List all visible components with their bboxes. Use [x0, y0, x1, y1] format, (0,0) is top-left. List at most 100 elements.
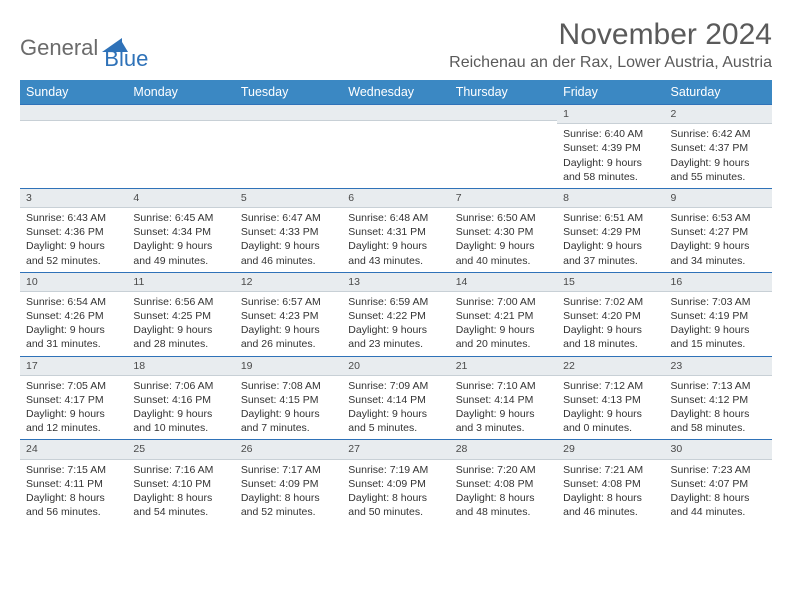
daylight-text: and 44 minutes. [671, 505, 766, 519]
calendar-cell: 8Sunrise: 6:51 AMSunset: 4:29 PMDaylight… [557, 188, 664, 272]
sunrise-text: Sunrise: 7:02 AM [563, 295, 658, 309]
day-details: Sunrise: 6:43 AMSunset: 4:36 PMDaylight:… [20, 208, 127, 272]
day-number: 13 [342, 272, 449, 292]
day-number: 18 [127, 356, 234, 376]
sunset-text: Sunset: 4:27 PM [671, 225, 766, 239]
weekday-header: Saturday [665, 80, 772, 104]
daylight-text: Daylight: 9 hours [26, 323, 121, 337]
calendar-cell: 18Sunrise: 7:06 AMSunset: 4:16 PMDayligh… [127, 356, 234, 440]
sunrise-text: Sunrise: 7:05 AM [26, 379, 121, 393]
day-details: Sunrise: 6:40 AMSunset: 4:39 PMDaylight:… [557, 124, 664, 188]
sunset-text: Sunset: 4:37 PM [671, 141, 766, 155]
sunrise-text: Sunrise: 7:08 AM [241, 379, 336, 393]
sunrise-text: Sunrise: 7:10 AM [456, 379, 551, 393]
sunset-text: Sunset: 4:31 PM [348, 225, 443, 239]
sunset-text: Sunset: 4:09 PM [348, 477, 443, 491]
sunset-text: Sunset: 4:16 PM [133, 393, 228, 407]
day-details: Sunrise: 6:48 AMSunset: 4:31 PMDaylight:… [342, 208, 449, 272]
daylight-text: Daylight: 9 hours [671, 239, 766, 253]
calendar-cell: 24Sunrise: 7:15 AMSunset: 4:11 PMDayligh… [20, 439, 127, 523]
weekday-header: Monday [127, 80, 234, 104]
brand-text-1: General [20, 35, 98, 61]
daylight-text: Daylight: 9 hours [671, 156, 766, 170]
calendar-cell: 25Sunrise: 7:16 AMSunset: 4:10 PMDayligh… [127, 439, 234, 523]
day-number: 21 [450, 356, 557, 376]
calendar-cell [20, 104, 127, 188]
sunrise-text: Sunrise: 7:16 AM [133, 463, 228, 477]
sunrise-text: Sunrise: 6:51 AM [563, 211, 658, 225]
daylight-text: and 54 minutes. [133, 505, 228, 519]
day-number: 26 [235, 439, 342, 459]
daylight-text: and 49 minutes. [133, 254, 228, 268]
sunset-text: Sunset: 4:26 PM [26, 309, 121, 323]
weekday-header: Sunday [20, 80, 127, 104]
day-details: Sunrise: 7:17 AMSunset: 4:09 PMDaylight:… [235, 460, 342, 524]
calendar-cell: 26Sunrise: 7:17 AMSunset: 4:09 PMDayligh… [235, 439, 342, 523]
day-details: Sunrise: 6:45 AMSunset: 4:34 PMDaylight:… [127, 208, 234, 272]
sunset-text: Sunset: 4:13 PM [563, 393, 658, 407]
day-details: Sunrise: 7:03 AMSunset: 4:19 PMDaylight:… [665, 292, 772, 356]
daylight-text: Daylight: 9 hours [26, 407, 121, 421]
sunrise-text: Sunrise: 6:56 AM [133, 295, 228, 309]
daylight-text: and 58 minutes. [671, 421, 766, 435]
daylight-text: and 23 minutes. [348, 337, 443, 351]
daylight-text: and 26 minutes. [241, 337, 336, 351]
day-number: 30 [665, 439, 772, 459]
daylight-text: and 34 minutes. [671, 254, 766, 268]
sunrise-text: Sunrise: 7:15 AM [26, 463, 121, 477]
daylight-text: Daylight: 9 hours [133, 407, 228, 421]
calendar-table: Sunday Monday Tuesday Wednesday Thursday… [20, 80, 772, 523]
day-details: Sunrise: 7:00 AMSunset: 4:21 PMDaylight:… [450, 292, 557, 356]
daylight-text: and 31 minutes. [26, 337, 121, 351]
day-details: Sunrise: 7:06 AMSunset: 4:16 PMDaylight:… [127, 376, 234, 440]
sunrise-text: Sunrise: 7:19 AM [348, 463, 443, 477]
daylight-text: Daylight: 8 hours [456, 491, 551, 505]
daylight-text: and 3 minutes. [456, 421, 551, 435]
sunset-text: Sunset: 4:22 PM [348, 309, 443, 323]
day-number: 25 [127, 439, 234, 459]
weekday-header-row: Sunday Monday Tuesday Wednesday Thursday… [20, 80, 772, 104]
sunrise-text: Sunrise: 7:00 AM [456, 295, 551, 309]
daylight-text: and 37 minutes. [563, 254, 658, 268]
brand-logo: General Blue [20, 24, 148, 72]
day-number: 17 [20, 356, 127, 376]
day-details: Sunrise: 7:19 AMSunset: 4:09 PMDaylight:… [342, 460, 449, 524]
sunrise-text: Sunrise: 6:47 AM [241, 211, 336, 225]
sunset-text: Sunset: 4:33 PM [241, 225, 336, 239]
calendar-week-row: 17Sunrise: 7:05 AMSunset: 4:17 PMDayligh… [20, 356, 772, 440]
sunrise-text: Sunrise: 7:21 AM [563, 463, 658, 477]
sunrise-text: Sunrise: 6:42 AM [671, 127, 766, 141]
day-number: 15 [557, 272, 664, 292]
sunrise-text: Sunrise: 7:23 AM [671, 463, 766, 477]
sunrise-text: Sunrise: 6:43 AM [26, 211, 121, 225]
calendar-cell: 6Sunrise: 6:48 AMSunset: 4:31 PMDaylight… [342, 188, 449, 272]
sunrise-text: Sunrise: 6:53 AM [671, 211, 766, 225]
daylight-text: and 56 minutes. [26, 505, 121, 519]
day-details: Sunrise: 6:50 AMSunset: 4:30 PMDaylight:… [450, 208, 557, 272]
calendar-cell: 27Sunrise: 7:19 AMSunset: 4:09 PMDayligh… [342, 439, 449, 523]
calendar-cell: 4Sunrise: 6:45 AMSunset: 4:34 PMDaylight… [127, 188, 234, 272]
daylight-text: Daylight: 8 hours [241, 491, 336, 505]
empty-day-bar [20, 104, 127, 121]
day-details: Sunrise: 6:54 AMSunset: 4:26 PMDaylight:… [20, 292, 127, 356]
day-details: Sunrise: 6:59 AMSunset: 4:22 PMDaylight:… [342, 292, 449, 356]
day-details: Sunrise: 7:13 AMSunset: 4:12 PMDaylight:… [665, 376, 772, 440]
daylight-text: and 55 minutes. [671, 170, 766, 184]
sunrise-text: Sunrise: 7:13 AM [671, 379, 766, 393]
day-details: Sunrise: 7:15 AMSunset: 4:11 PMDaylight:… [20, 460, 127, 524]
calendar-cell: 17Sunrise: 7:05 AMSunset: 4:17 PMDayligh… [20, 356, 127, 440]
day-number: 19 [235, 356, 342, 376]
sunrise-text: Sunrise: 6:54 AM [26, 295, 121, 309]
daylight-text: and 46 minutes. [241, 254, 336, 268]
day-details: Sunrise: 7:05 AMSunset: 4:17 PMDaylight:… [20, 376, 127, 440]
daylight-text: Daylight: 9 hours [348, 407, 443, 421]
daylight-text: Daylight: 9 hours [563, 407, 658, 421]
sunrise-text: Sunrise: 6:50 AM [456, 211, 551, 225]
daylight-text: and 10 minutes. [133, 421, 228, 435]
day-details: Sunrise: 6:42 AMSunset: 4:37 PMDaylight:… [665, 124, 772, 188]
calendar-cell: 12Sunrise: 6:57 AMSunset: 4:23 PMDayligh… [235, 272, 342, 356]
sunrise-text: Sunrise: 7:12 AM [563, 379, 658, 393]
day-details: Sunrise: 7:02 AMSunset: 4:20 PMDaylight:… [557, 292, 664, 356]
sunrise-text: Sunrise: 6:45 AM [133, 211, 228, 225]
calendar-cell: 30Sunrise: 7:23 AMSunset: 4:07 PMDayligh… [665, 439, 772, 523]
